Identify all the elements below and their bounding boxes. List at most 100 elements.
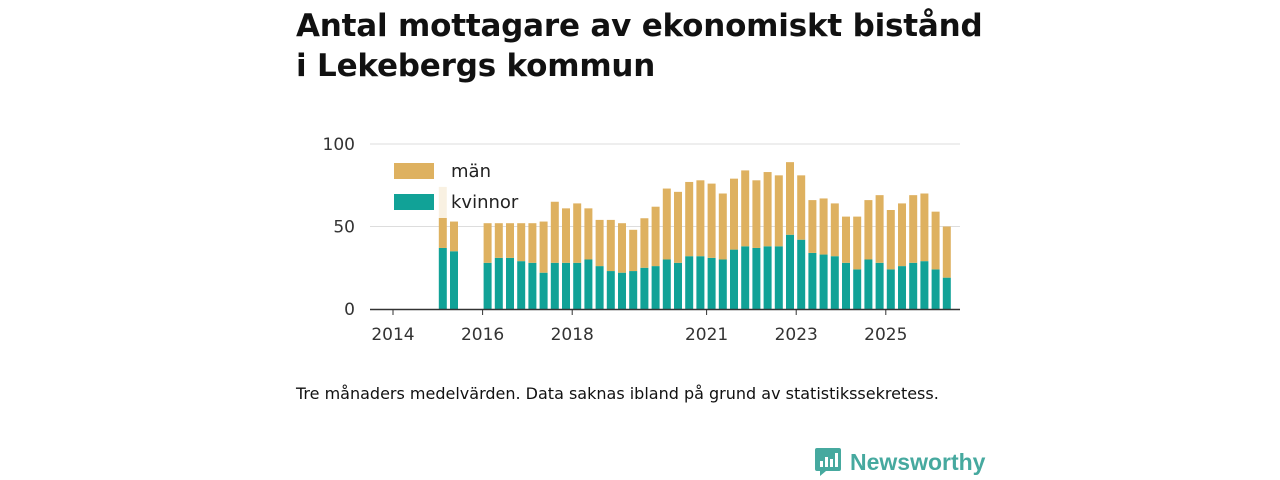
bar-kvinnor <box>483 262 492 309</box>
bar-man <box>517 223 526 262</box>
bar-man <box>942 226 951 278</box>
x-tick-label: 2023 <box>775 325 818 345</box>
x-axis-labels: 2014 2016 2018 2021 2023 2025 <box>371 309 907 345</box>
bar-kvinnor <box>819 254 828 309</box>
bar-kvinnor <box>741 246 750 309</box>
bar-man <box>629 229 638 272</box>
legend-item-man-swatch <box>394 163 434 179</box>
bar-kvinnor <box>438 247 447 309</box>
brand-name: Newsworthy <box>850 448 986 475</box>
bar-man <box>730 178 738 250</box>
bar-man <box>774 175 783 247</box>
y-tick-label: 50 <box>333 218 355 238</box>
bar-kvinnor <box>618 272 626 309</box>
bar-kvinnor <box>573 262 582 309</box>
bar-man <box>875 195 884 263</box>
bar-man <box>696 180 705 257</box>
bar-kvinnor <box>909 262 918 309</box>
bar-man <box>864 200 873 260</box>
bar-man <box>741 170 750 247</box>
x-tick-label: 2018 <box>551 325 594 345</box>
bar-man <box>752 180 761 248</box>
y-tick-label: 100 <box>323 135 355 155</box>
bar-man <box>562 208 570 263</box>
legend: män kvinnor <box>380 152 528 218</box>
newsworthy-logo-icon <box>815 448 841 476</box>
bar-chart: 0 50 100 2014 2016 2018 2021 2023 2025 män kvinn… <box>323 135 960 345</box>
bar-kvinnor <box>450 251 458 309</box>
legend-item-man-label: män <box>451 161 491 182</box>
bar-kvinnor <box>651 266 660 309</box>
x-tick-label: 2021 <box>685 325 728 345</box>
bar-man <box>886 210 895 270</box>
bar-man <box>763 172 772 247</box>
bar-man <box>662 188 671 260</box>
bar-man <box>819 198 828 255</box>
bar-man <box>494 223 503 258</box>
bar-man <box>528 223 537 263</box>
bar-kvinnor <box>875 262 884 309</box>
bar-man <box>920 193 929 262</box>
bar-kvinnor <box>562 262 570 309</box>
bar-kvinnor <box>550 262 559 309</box>
bar-man <box>685 181 694 257</box>
bar-man <box>506 223 514 258</box>
bar-man <box>931 211 940 270</box>
bar-kvinnor <box>752 247 761 309</box>
bar-man <box>595 219 604 267</box>
bar-kvinnor <box>763 246 772 309</box>
bar-man <box>618 223 626 273</box>
bar-man <box>573 203 582 263</box>
bar-kvinnor <box>864 259 873 309</box>
bar-kvinnor <box>898 266 906 309</box>
bar-kvinnor <box>718 259 727 309</box>
bar-kvinnor <box>640 267 649 309</box>
bar-man <box>584 208 593 260</box>
bar-man <box>853 216 862 270</box>
bar-kvinnor <box>774 246 783 309</box>
bar-kvinnor <box>662 259 671 309</box>
bar-kvinnor <box>606 271 615 309</box>
bar-kvinnor <box>886 269 895 309</box>
bar-kvinnor <box>920 261 929 309</box>
bar-kvinnor <box>786 234 794 309</box>
bar-kvinnor <box>539 272 548 309</box>
bar-kvinnor <box>674 262 682 309</box>
bars <box>438 162 951 309</box>
chart-title-line-1: Antal mottagare av ekonomiskt bistånd <box>296 8 983 44</box>
bar-kvinnor <box>528 262 537 309</box>
bar-kvinnor <box>853 269 862 309</box>
bar-man <box>483 223 492 263</box>
bar-man <box>606 219 615 272</box>
chart-footnote: Tre månaders medelvärden. Data saknas ib… <box>296 384 939 403</box>
brand-logo[interactable]: Newsworthy <box>814 446 985 478</box>
bar-kvinnor <box>830 256 839 309</box>
bar-man <box>539 221 548 273</box>
legend-item-kvinnor-swatch <box>394 194 434 210</box>
bar-kvinnor <box>730 249 738 309</box>
bar-kvinnor <box>842 262 850 309</box>
bar-man <box>830 203 839 257</box>
bar-man <box>797 175 806 240</box>
bar-man <box>450 221 458 252</box>
bar-man <box>909 195 918 263</box>
y-axis-labels: 0 50 100 <box>323 135 355 320</box>
bar-man <box>674 191 682 263</box>
y-tick-label: 0 <box>344 300 355 320</box>
bar-kvinnor <box>584 259 593 309</box>
bar-kvinnor <box>685 256 694 309</box>
bar-kvinnor <box>595 266 604 309</box>
bar-man <box>808 200 817 253</box>
x-tick-label: 2025 <box>864 325 907 345</box>
bar-kvinnor <box>797 239 806 309</box>
bar-man <box>550 201 559 263</box>
bar-kvinnor <box>707 257 716 309</box>
x-tick-label: 2014 <box>371 325 414 345</box>
x-tick-label: 2016 <box>461 325 504 345</box>
legend-item-kvinnor-label: kvinnor <box>451 192 519 213</box>
bar-kvinnor <box>517 261 526 309</box>
bar-kvinnor <box>629 271 638 309</box>
chart-title: Antal mottagare av ekonomiskt bistånd i … <box>296 6 1016 86</box>
bar-man <box>651 206 660 267</box>
bar-kvinnor <box>808 252 817 309</box>
